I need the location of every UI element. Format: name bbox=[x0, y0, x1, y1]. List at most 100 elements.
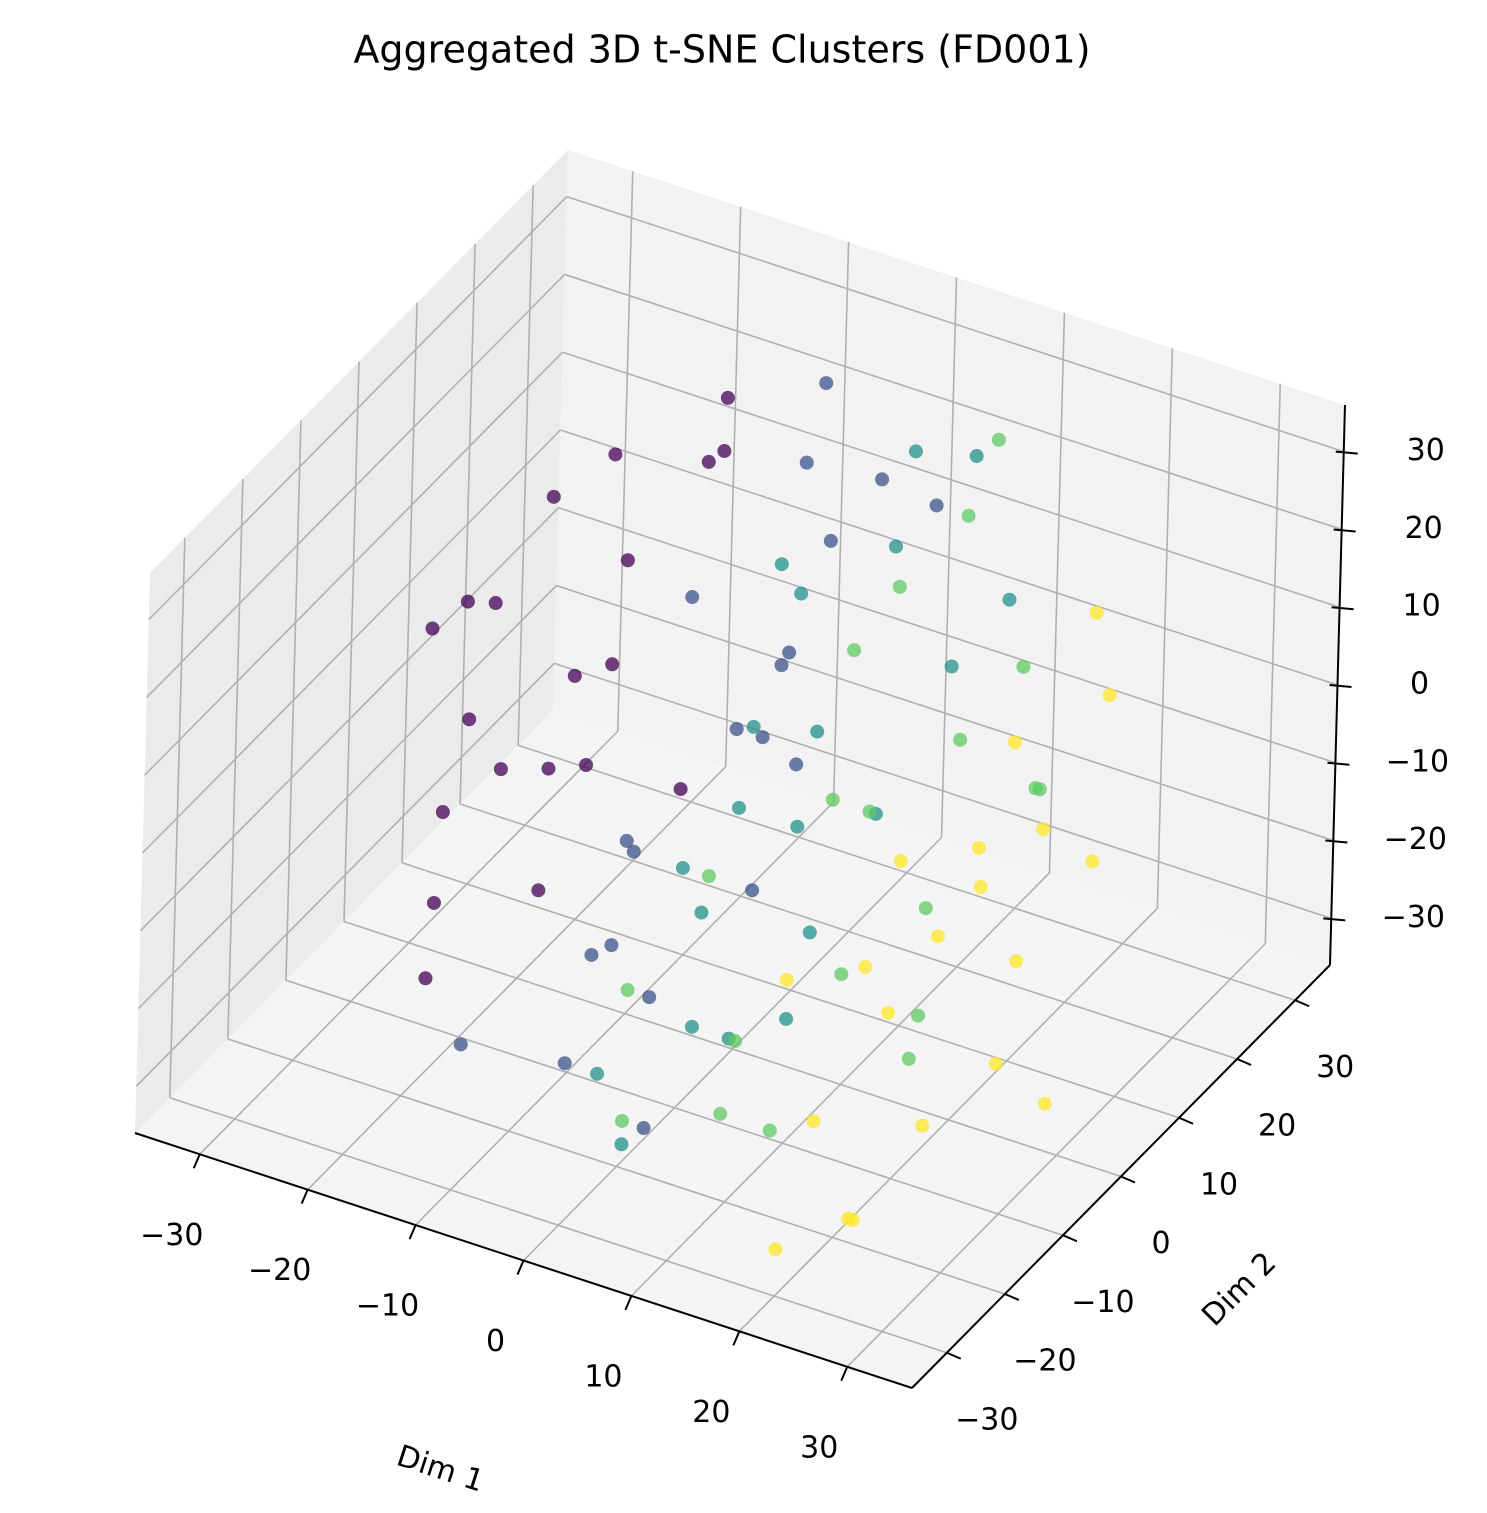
point bbox=[862, 804, 877, 819]
grid-line bbox=[285, 979, 1064, 1237]
point bbox=[1007, 735, 1022, 750]
x-tick-label: 30 bbox=[800, 1430, 838, 1465]
point bbox=[493, 762, 508, 777]
point bbox=[729, 722, 744, 736]
point bbox=[1032, 782, 1047, 797]
tick-mark bbox=[624, 1295, 633, 1311]
y-tick-label: 30 bbox=[1316, 1050, 1354, 1085]
tick-mark bbox=[1327, 761, 1350, 766]
x-axis-label: Dim 1 bbox=[392, 1439, 488, 1500]
grid-line bbox=[556, 584, 1334, 842]
point bbox=[847, 643, 862, 658]
point bbox=[684, 1019, 699, 1034]
point bbox=[825, 792, 840, 807]
point bbox=[961, 508, 976, 523]
point bbox=[1089, 605, 1104, 620]
grid-line bbox=[141, 429, 562, 854]
grid-line bbox=[459, 803, 1238, 1060]
point bbox=[418, 971, 433, 986]
grid-line bbox=[169, 1096, 948, 1354]
tick-mark bbox=[1294, 999, 1310, 1008]
point bbox=[1102, 688, 1117, 703]
grid-line bbox=[227, 1038, 1006, 1295]
grid-line bbox=[343, 920, 1122, 1178]
point bbox=[1037, 1096, 1052, 1111]
grid-line bbox=[558, 507, 1336, 764]
point bbox=[701, 454, 716, 469]
tick-mark bbox=[1062, 1234, 1078, 1243]
z-tick-label: 0 bbox=[1410, 667, 1429, 702]
grid-line bbox=[562, 351, 1340, 608]
point bbox=[584, 947, 599, 962]
grid-line bbox=[554, 662, 1332, 920]
tick-mark bbox=[1333, 528, 1356, 533]
tick-mark bbox=[1236, 1058, 1252, 1066]
tick-mark bbox=[1004, 1293, 1020, 1301]
point bbox=[892, 579, 907, 594]
point bbox=[731, 800, 746, 815]
tick-mark bbox=[1329, 684, 1352, 688]
point bbox=[1009, 954, 1024, 969]
point bbox=[779, 1011, 794, 1026]
z-tick-label: 10 bbox=[1402, 589, 1440, 624]
grid-line bbox=[144, 351, 564, 776]
point bbox=[1085, 854, 1100, 869]
point bbox=[819, 376, 834, 391]
grid-line bbox=[139, 507, 559, 932]
tick-mark bbox=[732, 1330, 741, 1346]
point bbox=[462, 712, 477, 727]
y-tick-label: 20 bbox=[1258, 1109, 1296, 1144]
point bbox=[425, 621, 440, 636]
point bbox=[604, 938, 619, 953]
point bbox=[567, 668, 582, 683]
point bbox=[488, 596, 503, 611]
point bbox=[745, 883, 760, 898]
y-tick-label: 0 bbox=[1151, 1226, 1170, 1261]
point bbox=[889, 539, 903, 554]
grid-line bbox=[137, 584, 557, 1010]
z-tick-label: −20 bbox=[1384, 822, 1447, 857]
z-tick-label: 20 bbox=[1405, 511, 1443, 546]
point bbox=[755, 730, 770, 745]
y-tick-label: −10 bbox=[1071, 1285, 1134, 1320]
z-axis bbox=[1329, 404, 1346, 966]
point bbox=[728, 1034, 743, 1049]
point bbox=[875, 472, 890, 487]
point bbox=[673, 782, 688, 797]
point bbox=[614, 1137, 629, 1152]
tick-mark bbox=[300, 1189, 309, 1205]
grid-line bbox=[517, 744, 1296, 1002]
point bbox=[531, 883, 546, 898]
point bbox=[590, 1066, 605, 1081]
tick-mark bbox=[1325, 839, 1348, 844]
point bbox=[768, 1242, 783, 1257]
grid-line bbox=[135, 662, 555, 1087]
grid-line bbox=[401, 861, 1180, 1119]
point bbox=[991, 432, 1006, 447]
point bbox=[774, 557, 789, 572]
grid-line bbox=[566, 195, 1344, 453]
point bbox=[918, 901, 933, 916]
point bbox=[774, 658, 789, 673]
point bbox=[685, 590, 700, 605]
point bbox=[929, 498, 944, 513]
tick-mark bbox=[1331, 606, 1354, 611]
point bbox=[908, 444, 923, 459]
point bbox=[944, 659, 959, 674]
point bbox=[973, 879, 988, 894]
y-tick-label: −20 bbox=[1013, 1344, 1076, 1379]
tick-mark bbox=[1120, 1175, 1136, 1184]
tick-mark bbox=[1323, 917, 1346, 922]
point bbox=[901, 1051, 916, 1066]
tick-mark bbox=[192, 1153, 201, 1169]
point bbox=[619, 833, 634, 848]
point bbox=[615, 1113, 630, 1128]
tick-mark bbox=[840, 1366, 849, 1382]
point bbox=[453, 1037, 468, 1052]
point bbox=[930, 929, 945, 944]
point bbox=[546, 489, 561, 504]
point bbox=[799, 455, 814, 470]
x-tick-label: 0 bbox=[486, 1324, 505, 1359]
x-axis bbox=[134, 1132, 913, 1389]
